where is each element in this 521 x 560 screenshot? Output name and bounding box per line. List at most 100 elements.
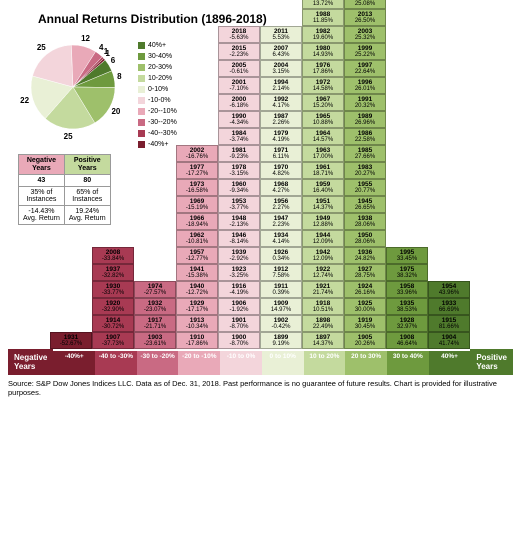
hist-pct: 17.00% — [313, 154, 333, 160]
hist-pct: -9.23% — [229, 154, 248, 160]
hist-pct: 20.26% — [355, 341, 375, 347]
hist-pct: -0.61% — [229, 69, 248, 75]
hist-cell: 2008-33.84% — [92, 247, 134, 264]
hist-pct: -17.17% — [186, 307, 208, 313]
hist-pct: -37.73% — [102, 341, 124, 347]
hist-pct: -12.77% — [186, 256, 208, 262]
hist-cell: 190441.74% — [428, 332, 470, 349]
hist-cell: 192728.75% — [344, 264, 386, 281]
hist-pct: 26.65% — [355, 205, 375, 211]
axis-segment: -40 to -30% — [95, 351, 137, 375]
hist-pct: 14.97% — [271, 307, 291, 313]
hist-cell: 201725.08% — [344, 0, 386, 9]
hist-pct: -2.92% — [229, 256, 248, 262]
hist-cell: 1957-12.77% — [176, 247, 218, 264]
hist-pct: 30.45% — [355, 324, 375, 330]
hist-pct: -3.15% — [229, 171, 248, 177]
hist-pct: -4.34% — [229, 120, 248, 126]
hist-pct: 38.32% — [397, 273, 417, 279]
hist-cell: 201326.50% — [344, 9, 386, 26]
hist-pct: 10.88% — [313, 120, 333, 126]
hist-cell: 19684.27% — [260, 179, 302, 196]
hist-pct: 4.27% — [272, 188, 289, 194]
axis-segment: -40%+ — [53, 351, 95, 375]
hist-cell: 190520.26% — [344, 332, 386, 349]
hist-cell: 192212.74% — [302, 264, 344, 281]
hist-cell: 1974-27.57% — [134, 281, 176, 298]
hist-pct: -17.27% — [186, 171, 208, 177]
hist-cell: 19127.58% — [260, 264, 302, 281]
hist-cell: 196715.20% — [302, 94, 344, 111]
hist-pct: -30.72% — [102, 324, 124, 330]
hist-cell: 191581.66% — [428, 315, 470, 332]
hist-cell: 199313.72% — [302, 0, 344, 9]
hist-cell: 1929-17.17% — [176, 298, 218, 315]
hist-pct: -10.81% — [186, 239, 208, 245]
hist-pct: 10.51% — [313, 307, 333, 313]
hist-cell: 19472.23% — [260, 213, 302, 230]
hist-pct: 2.27% — [272, 205, 289, 211]
hist-pct: 25.32% — [355, 35, 375, 41]
hist-cell: 195028.06% — [344, 230, 386, 247]
hist-cell: 192426.16% — [344, 281, 386, 298]
hist-cell: 189714.37% — [302, 332, 344, 349]
hist-pct: -12.72% — [186, 290, 208, 296]
hist-pct: -16.76% — [186, 154, 208, 160]
hist-column: 1974-27.57%1932-23.07%1917-21.71%1903-23… — [134, 281, 176, 349]
hist-pct: 7.58% — [272, 273, 289, 279]
hist-pct: -10.34% — [186, 324, 208, 330]
hist-cell: 1981-9.23% — [218, 145, 260, 162]
hist-pct: -3.77% — [229, 205, 248, 211]
hist-pct: 9.19% — [272, 341, 289, 347]
hist-cell: 195916.40% — [302, 179, 344, 196]
hist-cell: 2018-5.63% — [218, 26, 260, 43]
hist-pct: 6.11% — [273, 154, 290, 160]
hist-pct: 32.97% — [397, 324, 417, 330]
hist-cell: 1920-32.90% — [92, 298, 134, 315]
hist-pct: -9.34% — [229, 188, 248, 194]
hist-pct: 4.82% — [272, 171, 289, 177]
hist-cell: 1962-10.81% — [176, 230, 218, 247]
hist-cell: 19562.27% — [260, 196, 302, 213]
hist-cell: 1907-37.73% — [92, 332, 134, 349]
hist-cell: 19872.26% — [260, 111, 302, 128]
hist-pct: -16.58% — [186, 188, 208, 194]
hist-cell: 192832.97% — [386, 315, 428, 332]
hist-pct: 66.69% — [439, 307, 459, 313]
hist-cell: 199626.01% — [344, 77, 386, 94]
hist-pct: 20.77% — [355, 188, 375, 194]
hist-cell: 1914-30.72% — [92, 315, 134, 332]
hist-pct: -3.74% — [229, 137, 248, 143]
hist-pct: 46.64% — [397, 341, 417, 347]
hist-pct: -23.07% — [144, 307, 166, 313]
hist-pct: -3.25% — [229, 273, 248, 279]
hist-pct: 19.60% — [313, 35, 333, 41]
hist-cell: 193538.53% — [386, 298, 428, 315]
hist-pct: 41.74% — [439, 341, 459, 347]
hist-pct: 12.09% — [313, 239, 333, 245]
hist-column: 195443.96%193366.69%191581.66%190441.74% — [428, 281, 470, 349]
hist-pct: 13.72% — [313, 1, 333, 7]
hist-cell: 1984-3.74% — [218, 128, 260, 145]
hist-pct: 14.37% — [313, 205, 333, 211]
hist-pct: 11.85% — [313, 18, 333, 24]
hist-pct: 14.93% — [313, 52, 333, 58]
hist-cell: 1946-8.14% — [218, 230, 260, 247]
hist-cell: 195833.96% — [386, 281, 428, 298]
hist-cell: 20076.43% — [260, 43, 302, 60]
hist-cell: 20115.53% — [260, 26, 302, 43]
hist-pct: 26.16% — [355, 290, 375, 296]
hist-cell: 196317.00% — [302, 145, 344, 162]
hist-cell: 1906-1.92% — [218, 298, 260, 315]
hist-pct: 22.49% — [313, 324, 333, 330]
axis-segment: 20 to 30% — [345, 351, 387, 375]
hist-cell: 19924.17% — [260, 94, 302, 111]
hist-cell: 198811.85% — [302, 9, 344, 26]
hist-cell: 196118.71% — [302, 162, 344, 179]
hist-pct: 14.37% — [313, 341, 333, 347]
hist-cell: 18999.19% — [260, 332, 302, 349]
hist-cell: 1990-4.34% — [218, 111, 260, 128]
hist-pct: 12.88% — [313, 222, 333, 228]
hist-pct: 22.58% — [355, 137, 375, 143]
hist-cell: 1916-4.19% — [218, 281, 260, 298]
